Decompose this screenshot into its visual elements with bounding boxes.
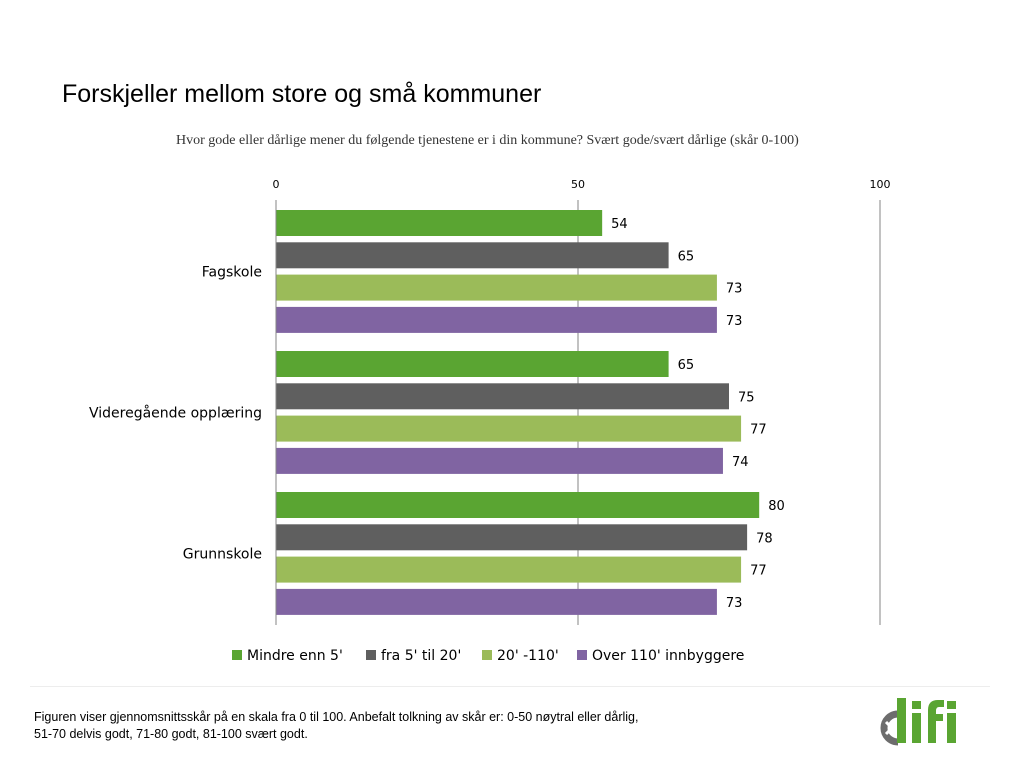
- x-tick-label-100: 100: [870, 178, 891, 191]
- bar-videregaende-oppl-ring-series-2: [276, 383, 729, 410]
- data-label-videregaende-oppl-ring-series-4: 74: [732, 455, 749, 470]
- legend-swatch-2: [366, 650, 376, 660]
- bar-chart: 0 50 100 54 65 73 73 Fagskole 65 75 77 74 Videregåen…: [89, 178, 891, 664]
- footer-divider: [30, 686, 990, 687]
- bar-fagskole-series-3: [276, 274, 717, 301]
- data-label-grunnskole-series-1: 80: [768, 499, 785, 514]
- x-tick-label-50: 50: [571, 178, 585, 191]
- data-label-grunnskole-series-4: 73: [726, 596, 743, 611]
- footnote-line-2: 51-70 delvis godt, 71-80 godt, 81-100 sv…: [34, 727, 308, 741]
- bar-fagskole-series-2: [276, 242, 669, 269]
- legend-swatch-4: [577, 650, 587, 660]
- slide-title: Forskjeller mellom store og små kommuner: [62, 80, 542, 108]
- bar-grunnskole-series-2: [276, 524, 748, 551]
- bar-fagskole-series-4: [276, 306, 717, 333]
- category-label-fagskole: Fagskole: [202, 264, 262, 280]
- bar-videregaende-oppl-ring-series-3: [276, 415, 742, 442]
- data-label-fagskole-series-2: 65: [678, 249, 695, 264]
- data-label-grunnskole-series-2: 78: [756, 531, 773, 546]
- category-label-videregaende-oppl-ring: Videregående opplæring: [89, 404, 262, 421]
- legend-swatch-1: [232, 650, 242, 660]
- bar-grunnskole-series-3: [276, 556, 742, 583]
- data-label-fagskole-series-3: 73: [726, 282, 743, 297]
- bar-fagskole-series-1: [276, 210, 603, 236]
- chart-title: Hvor gode eller dårlige mener du følgend…: [176, 133, 799, 148]
- legend-label-3: 20' -110': [497, 648, 559, 664]
- data-label-videregaende-oppl-ring-series-2: 75: [738, 390, 755, 405]
- legend-label-2: fra 5' til 20': [381, 648, 461, 664]
- category-label-grunnskole: Grunnskole: [183, 546, 262, 562]
- footnote: Figuren viser gjennomsnittsskår på en sk…: [34, 709, 754, 743]
- bar-grunnskole-series-1: [276, 492, 760, 518]
- bar-grunnskole-series-4: [276, 588, 717, 615]
- data-label-videregaende-oppl-ring-series-3: 77: [750, 423, 767, 438]
- data-label-grunnskole-series-3: 77: [750, 564, 767, 579]
- data-label-fagskole-series-1: 54: [611, 217, 628, 232]
- data-label-videregaende-oppl-ring-series-1: 65: [678, 358, 695, 373]
- footnote-line-1: Figuren viser gjennomsnittsskår på en sk…: [34, 710, 639, 724]
- bar-videregaende-oppl-ring-series-1: [276, 351, 669, 377]
- bar-videregaende-oppl-ring-series-4: [276, 447, 723, 474]
- legend-swatch-3: [482, 650, 492, 660]
- difi-logo: difi: [880, 698, 956, 746]
- legend-label-4: Over 110' innbyggere: [592, 648, 744, 664]
- data-label-fagskole-series-4: 73: [726, 314, 743, 329]
- x-tick-label-0: 0: [273, 178, 280, 191]
- legend-label-1: Mindre enn 5': [247, 648, 343, 664]
